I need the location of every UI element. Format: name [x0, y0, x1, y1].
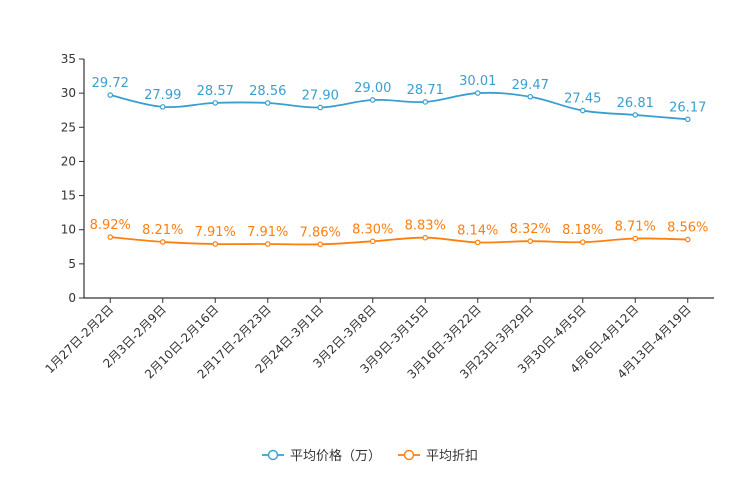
data-label: 8.32%	[510, 222, 551, 237]
data-point	[317, 241, 324, 248]
data-label: 8.21%	[142, 223, 183, 238]
data-label: 8.14%	[457, 223, 498, 238]
y-tick-label: 10	[61, 223, 76, 237]
data-label: 29.00	[354, 81, 391, 96]
series-line	[110, 236, 688, 246]
data-point	[212, 241, 219, 247]
legend-item-1: 平均折扣	[398, 449, 478, 464]
y-tick-label: 25	[61, 120, 76, 134]
data-label: 28.71	[407, 83, 444, 98]
data-label: 7.91%	[247, 225, 288, 240]
data-point	[632, 235, 639, 242]
data-label: 8.92%	[90, 218, 131, 233]
data-point	[159, 104, 166, 110]
data-label: 8.30%	[352, 222, 393, 237]
data-point	[422, 234, 429, 241]
data-point	[632, 112, 639, 118]
data-point	[422, 99, 429, 105]
data-label: 30.01	[459, 74, 496, 89]
data-point	[579, 239, 586, 245]
data-label: 29.72	[92, 76, 129, 91]
data-point	[107, 234, 114, 240]
data-label: 7.91%	[195, 225, 236, 240]
legend: 平均价格（万） 平均折扣	[262, 448, 478, 464]
data-label: 27.99	[144, 88, 181, 103]
legend-label: 平均折扣	[426, 449, 478, 464]
y-tick-label: 5	[68, 257, 76, 271]
data-label: 28.57	[197, 84, 234, 99]
data-point	[264, 100, 271, 106]
series-0: 29.72 27.99 28.57 28.56 27.90 29.00 28.71 30.01…	[92, 74, 706, 123]
y-tick-label: 35	[61, 52, 76, 66]
data-point	[684, 116, 691, 123]
legend-label: 平均价格（万）	[290, 448, 381, 464]
data-point	[474, 90, 481, 96]
y-tick-label: 20	[61, 154, 76, 168]
y-tick-label: 30	[61, 86, 76, 100]
data-point	[579, 107, 586, 114]
data-label: 27.45	[564, 92, 601, 107]
y-tick-label: 0	[68, 291, 76, 305]
data-label: 26.81	[617, 96, 654, 111]
data-label: 7.86%	[300, 225, 341, 240]
legend-marker	[403, 449, 415, 461]
series-1: 8.92% 8.21% 7.91% 7.91% 7.86% 8.30% 8.83% 8.14%…	[90, 218, 708, 248]
data-label: 29.47	[512, 78, 549, 93]
data-point	[684, 236, 691, 243]
data-point	[527, 93, 534, 100]
y-tick-label: 15	[61, 189, 76, 203]
data-label: 8.56%	[667, 221, 708, 236]
series-layer: 29.72 27.99 28.57 28.56 27.90 29.00 28.71 30.01…	[90, 74, 708, 248]
data-point	[264, 241, 271, 247]
data-point	[212, 100, 219, 106]
legend-marker	[267, 449, 279, 461]
legend-item-0: 平均价格（万）	[262, 448, 381, 464]
data-label: 8.18%	[562, 223, 603, 238]
data-point	[107, 92, 114, 98]
data-label: 8.71%	[615, 220, 656, 235]
data-point	[527, 238, 534, 244]
data-point	[369, 238, 376, 245]
data-label: 27.90	[302, 88, 339, 103]
data-point	[317, 104, 324, 111]
data-label: 28.56	[249, 84, 286, 99]
data-point	[369, 97, 376, 103]
data-point	[474, 239, 481, 246]
data-point	[159, 239, 166, 245]
data-label: 26.17	[669, 100, 706, 115]
data-label: 8.83%	[405, 219, 446, 234]
series-line	[110, 91, 688, 121]
